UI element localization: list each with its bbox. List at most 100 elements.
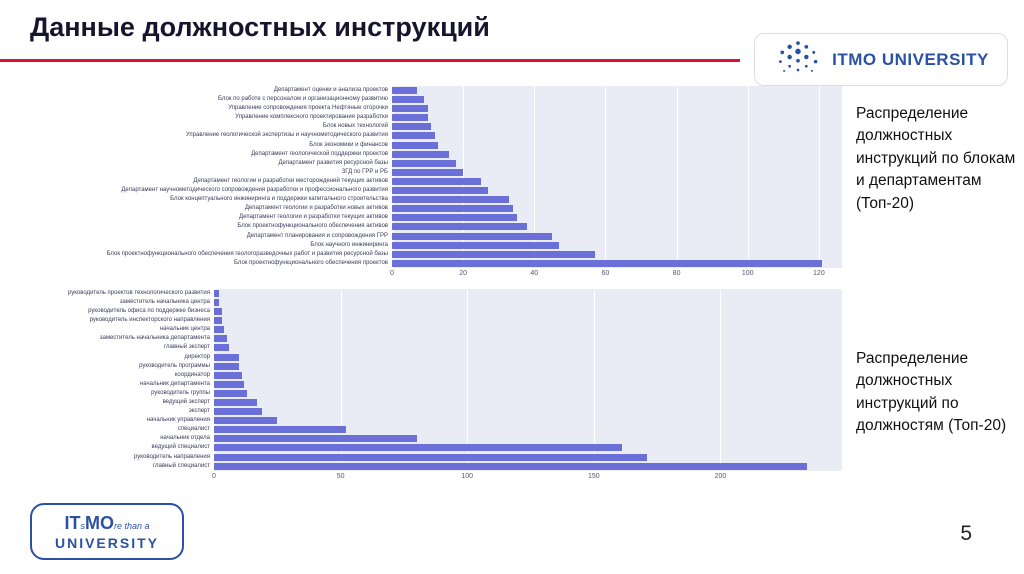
bar bbox=[392, 87, 417, 94]
bar bbox=[214, 298, 220, 306]
x-axis: 0 20 40 60 80 100 120 bbox=[390, 268, 842, 281]
gridline bbox=[676, 86, 678, 268]
category-label: Управление геологической экспертизы и на… bbox=[185, 132, 388, 139]
category-label: координатор bbox=[174, 371, 210, 378]
bar-row bbox=[214, 334, 842, 343]
category-label: начальник управления bbox=[146, 417, 210, 424]
category-label: Управление сопровождения проекта Нефтяны… bbox=[228, 105, 388, 112]
category-label: Блок проектнофункционального обеспечения… bbox=[234, 259, 388, 266]
annotation-departments: Распределение должностных инструкций по … bbox=[856, 105, 1016, 212]
bar bbox=[392, 214, 517, 222]
x-tick-label: 120 bbox=[813, 269, 825, 277]
x-tick-label: 60 bbox=[601, 269, 610, 277]
bar bbox=[392, 241, 560, 249]
bar-row bbox=[392, 113, 842, 122]
category-label: Департамент геологической поддержки прое… bbox=[251, 150, 388, 157]
bar-row bbox=[214, 289, 842, 298]
category-label: руководитель направления bbox=[134, 453, 210, 460]
bar bbox=[392, 232, 553, 240]
bar-row bbox=[214, 443, 842, 452]
bar bbox=[214, 444, 622, 452]
gridline bbox=[467, 288, 469, 471]
bar bbox=[214, 362, 240, 370]
bar bbox=[214, 462, 807, 470]
footer-logo-seg: IT bbox=[64, 512, 81, 533]
bar-row bbox=[214, 371, 842, 380]
bar-row bbox=[392, 204, 842, 213]
bar-row bbox=[214, 389, 842, 398]
bar bbox=[214, 453, 648, 461]
gridline bbox=[534, 86, 536, 268]
bar bbox=[214, 326, 225, 334]
gridline bbox=[720, 288, 722, 471]
itmo-dots-icon bbox=[773, 37, 823, 82]
gridline bbox=[463, 86, 465, 268]
annotation-positions: Распределение должностных инструкций по … bbox=[856, 350, 1007, 435]
bar bbox=[214, 335, 227, 343]
bar-row bbox=[214, 425, 842, 434]
bar-row bbox=[392, 177, 842, 186]
bar bbox=[392, 168, 464, 176]
category-label: специалист bbox=[177, 426, 210, 433]
bar bbox=[392, 223, 528, 231]
category-label: Блок по работе с персоналом и организаци… bbox=[218, 96, 388, 103]
bar-row bbox=[392, 95, 842, 104]
bar bbox=[214, 344, 230, 352]
gridline bbox=[340, 288, 342, 471]
bar-row bbox=[392, 195, 842, 204]
category-label: директор bbox=[184, 353, 210, 360]
bar-row bbox=[214, 434, 842, 443]
category-label: главный эксперт bbox=[163, 344, 210, 351]
bar-row bbox=[392, 141, 842, 150]
footer-logo-seg: s bbox=[80, 520, 85, 531]
bar bbox=[214, 308, 222, 316]
bar bbox=[214, 371, 242, 379]
x-tick-label: 100 bbox=[461, 472, 474, 480]
page-number: 5 bbox=[960, 522, 972, 545]
bar-row bbox=[214, 298, 842, 307]
bar-row bbox=[392, 131, 842, 140]
category-label: Блок концептуального инжиниринга и подде… bbox=[170, 196, 388, 203]
bar bbox=[392, 205, 513, 213]
bar bbox=[214, 426, 346, 434]
category-label: руководитель группы bbox=[151, 389, 210, 396]
bar bbox=[392, 150, 449, 158]
itmo-footer-logo: IT s MO re than a UNIVERSITY bbox=[30, 503, 184, 560]
gridline bbox=[214, 288, 215, 471]
bar-row bbox=[392, 232, 842, 241]
bar-row bbox=[214, 307, 842, 316]
category-label: эксперт bbox=[188, 408, 210, 415]
bar-row bbox=[392, 86, 842, 95]
category-label: Департамент геологии и разработки текущи… bbox=[239, 214, 388, 221]
category-label: Департамент геологии и разработки новых … bbox=[244, 205, 388, 212]
category-label: Управление комплексного проектирования р… bbox=[235, 114, 388, 121]
bar-row bbox=[214, 453, 842, 462]
bar bbox=[392, 96, 425, 104]
category-label: ведущий эксперт bbox=[162, 399, 210, 405]
gridline bbox=[818, 86, 820, 268]
category-label: Департамент геологии и разработки местор… bbox=[193, 177, 388, 184]
bar bbox=[214, 317, 222, 325]
bar-row bbox=[392, 186, 842, 195]
bar-row bbox=[214, 398, 842, 407]
x-tick-label: 20 bbox=[459, 269, 468, 277]
category-label: ЗГД по ГРР и РБ bbox=[341, 168, 388, 175]
plot-area bbox=[214, 288, 842, 471]
bar-row bbox=[214, 407, 842, 416]
category-label: ведущий специалист bbox=[151, 444, 210, 451]
gridline bbox=[593, 288, 595, 471]
bar-row bbox=[392, 104, 842, 113]
chart-positions: руководитель проектов технологического р… bbox=[14, 288, 842, 484]
bar bbox=[392, 123, 432, 131]
category-label: Блок проектнофункционального обеспечения… bbox=[106, 250, 388, 257]
x-axis: 0 50 100 150 200 bbox=[212, 471, 842, 484]
itmo-footer-logo-line1: IT s MO re than a bbox=[64, 513, 149, 534]
bar bbox=[214, 435, 417, 443]
plot-area bbox=[392, 86, 842, 268]
category-label: Департамент планирования и сопровождения… bbox=[246, 232, 388, 239]
bar-row bbox=[214, 316, 842, 325]
page-title: Данные должностных инструкций bbox=[30, 12, 490, 42]
x-tick-label: 100 bbox=[741, 269, 754, 277]
chart-departments: Департамент оценки и анализа проектов Бло… bbox=[14, 86, 842, 281]
bar-row bbox=[392, 168, 842, 177]
